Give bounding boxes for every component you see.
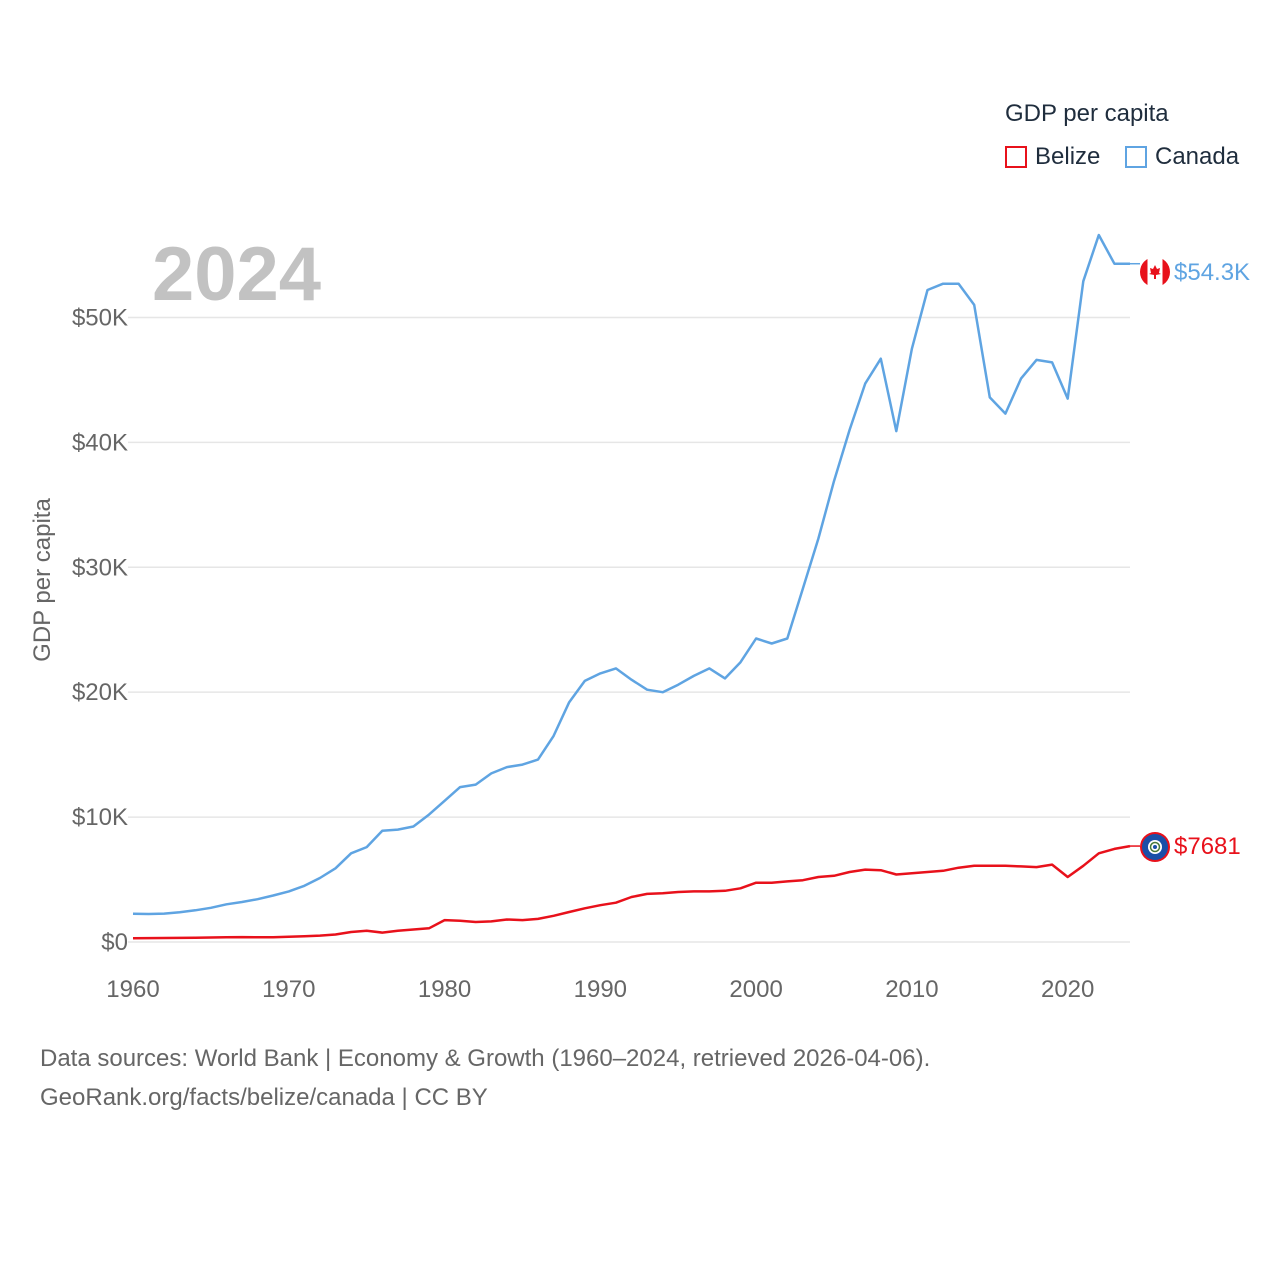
x-tick-label: 1980: [418, 976, 471, 1003]
y-tick-label: $50K: [72, 304, 128, 331]
x-tick-label: 2010: [885, 976, 938, 1003]
y-tick-label: $20K: [72, 679, 128, 706]
y-axis-ticks: $0 $10K $20K $30K $40K $50K: [72, 304, 128, 956]
series-line-canada: [132, 233, 1130, 916]
y-axis-label: GDP per capita: [29, 498, 56, 662]
x-axis-ticks: 1960 1970 1980 1990 2000 2010 2020: [106, 976, 1094, 1003]
gridlines: [128, 316, 1130, 943]
belize-flag-icon: [1140, 832, 1170, 862]
x-tick-label: 1970: [262, 976, 315, 1003]
source-line-2[interactable]: GeoRank.org/facts/belize/canada | CC BY: [40, 1084, 488, 1111]
year-label: 2024: [152, 232, 321, 317]
canada-flag-icon: [1140, 257, 1170, 287]
y-tick-label: $10K: [72, 804, 128, 831]
legend-swatch-canada: [1125, 146, 1147, 168]
x-tick-label: 2020: [1041, 976, 1094, 1003]
legend-item-canada[interactable]: Canada: [1125, 143, 1239, 171]
x-tick-label: 1990: [574, 976, 627, 1003]
x-tick-label: 2000: [729, 976, 782, 1003]
source-line-1: Data sources: World Bank | Economy & Gro…: [40, 1045, 931, 1072]
y-tick-label: $30K: [72, 554, 128, 581]
legend-swatch-belize: [1005, 146, 1027, 168]
belize-end-label: $7681: [1174, 833, 1241, 860]
legend-item-belize[interactable]: Belize: [1005, 143, 1100, 171]
series-lines: [132, 233, 1140, 940]
y-tick-label: $0: [101, 929, 128, 956]
legend-label-canada: Canada: [1155, 143, 1240, 170]
y-tick-label: $40K: [72, 429, 128, 456]
canada-end-label: $54.3K: [1174, 259, 1250, 286]
legend-title: GDP per capita: [1005, 100, 1169, 127]
series-line-belize: [132, 844, 1131, 940]
legend-label-belize: Belize: [1035, 143, 1101, 170]
x-tick-label: 1960: [106, 976, 159, 1003]
